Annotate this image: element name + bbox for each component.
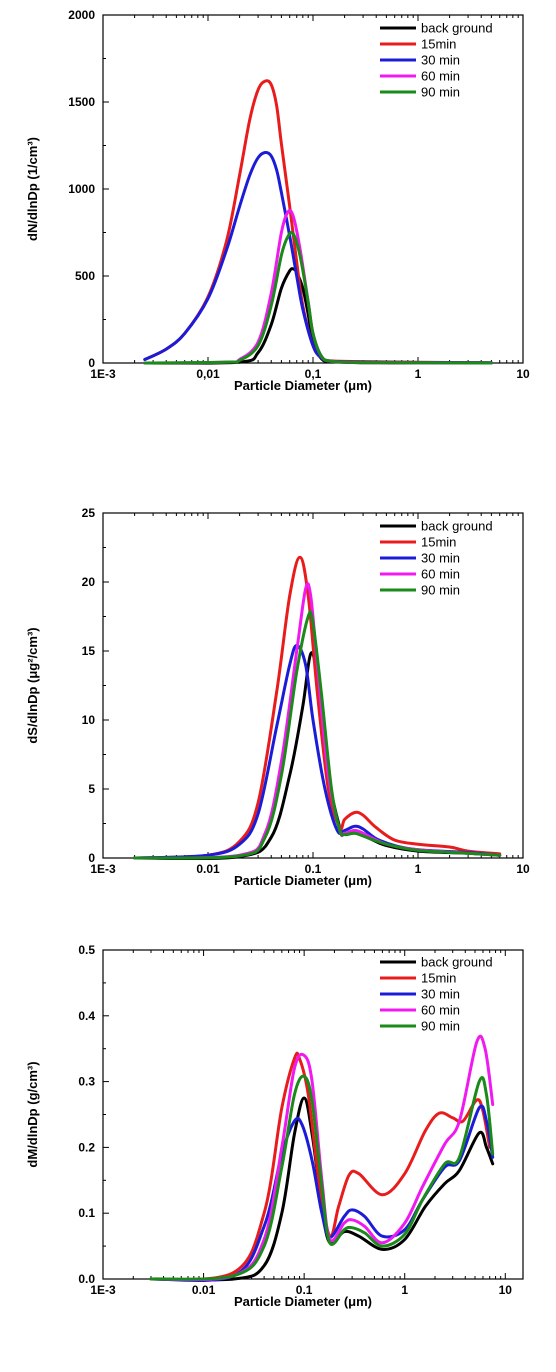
legend-label: 60 min — [421, 1003, 460, 1018]
x-tick-label: 0.1 — [296, 1283, 313, 1297]
y-tick-label: 0.4 — [78, 1009, 95, 1023]
y-tick-label: 0.5 — [78, 943, 95, 957]
x-tick-label: 10 — [516, 367, 530, 381]
y-tick-label: 0.2 — [78, 1140, 95, 1154]
chart-panel-1: 1E-3 0,01 0,1 1 10 0 500 1000 1500 2000 Particle D… — [25, 8, 530, 393]
legend-label: 90 min — [421, 1019, 460, 1034]
y-tick-label: 20 — [82, 575, 96, 589]
legend-label: 15min — [421, 37, 456, 52]
x-tick-label: 1 — [401, 1283, 408, 1297]
x-tick-label: 1E-3 — [90, 1283, 116, 1297]
y-tick-label: 2000 — [68, 8, 95, 22]
y-tick-label: 1000 — [68, 182, 95, 196]
y-tick-label: 1500 — [68, 95, 95, 109]
x-axis-label: Particle Diameter (μm) — [234, 378, 372, 393]
y-tick-label: 15 — [82, 644, 96, 658]
x-tick-label: 0.01 — [192, 1283, 216, 1297]
legend-label: 90 min — [421, 85, 460, 100]
y-tick-label: 0.1 — [78, 1206, 95, 1220]
y-tick-label: 0.0 — [78, 1272, 95, 1286]
chart-panel-3: 1E-3 0.01 0.1 1 10 0.0 0.1 0.2 0.3 0.4 0.5 Particle… — [25, 943, 524, 1309]
x-tick-label: 0,01 — [196, 367, 220, 381]
legend-label: 30 min — [421, 987, 460, 1002]
y-tick-label: 25 — [82, 506, 96, 520]
x-tick-label: 1 — [415, 367, 422, 381]
legend-label: 30 min — [421, 53, 460, 68]
x-tick-label: 1E-3 — [90, 862, 116, 876]
x-axis-label: Particle Diameter (μm) — [234, 1294, 372, 1309]
legend-label: 30 min — [421, 551, 460, 566]
y-axis-label: dS/dlnDp (μg²/cm³) — [25, 627, 40, 743]
legend-label: 60 min — [421, 69, 460, 84]
series-line-5 — [133, 610, 502, 860]
legend-label: 15min — [421, 535, 456, 550]
legend-label: back ground — [421, 519, 493, 534]
x-tick-label: 10 — [516, 862, 530, 876]
x-tick-label: 10 — [499, 1283, 513, 1297]
y-axis-label: dM/dlnDp (g/cm³) — [25, 1061, 40, 1167]
y-tick-label: 0 — [88, 851, 95, 865]
y-tick-label: 500 — [75, 269, 95, 283]
x-tick-label: 0,1 — [305, 367, 322, 381]
legend-label: back ground — [421, 955, 493, 970]
series-line-4 — [149, 1034, 495, 1282]
y-tick-label: 5 — [88, 782, 95, 796]
legend-label: 60 min — [421, 567, 460, 582]
y-axis-label: dN/dlnDp (1/cm³) — [25, 137, 40, 241]
series-line-5 — [143, 231, 493, 365]
x-tick-label: 1E-3 — [90, 367, 116, 381]
x-tick-label: 0.1 — [305, 862, 322, 876]
x-tick-label: 1 — [415, 862, 422, 876]
legend-label: 15min — [421, 971, 456, 986]
x-axis-label: Particle Diameter (μm) — [234, 873, 372, 888]
y-tick-label: 0 — [88, 356, 95, 370]
series-line-5 — [149, 1074, 495, 1281]
series-line-2 — [133, 555, 502, 860]
chart-panel-2: 1E-3 0.01 0.1 1 10 0 5 10 15 20 25 Particle Diamete… — [25, 506, 530, 888]
legend-label: back ground — [421, 21, 493, 36]
y-tick-label: 0.3 — [78, 1075, 95, 1089]
y-tick-label: 10 — [82, 713, 96, 727]
legend-label: 90 min — [421, 583, 460, 598]
x-tick-label: 0.01 — [196, 862, 220, 876]
